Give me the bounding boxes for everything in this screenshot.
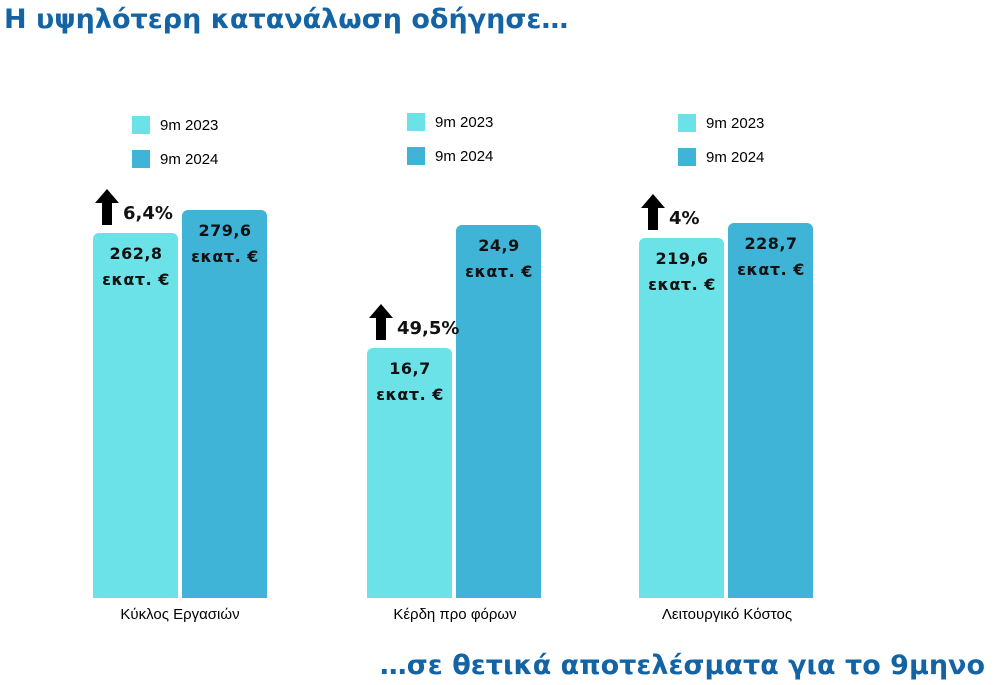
headline: Η υψηλότερη κατανάλωση οδήγησε…: [4, 4, 569, 35]
bar-9m-2024: [728, 222, 813, 598]
legend-swatch: [132, 116, 150, 134]
bar-value-label: 279,6 εκατ. €: [180, 218, 270, 270]
growth-indicator: 6,4%: [95, 189, 173, 226]
legend-item-9m-2024: 9m 2024: [678, 148, 764, 166]
legend-label: 9m 2023: [435, 113, 494, 131]
bar-unit: εκατ. €: [648, 274, 716, 294]
growth-indicator: 4%: [641, 193, 700, 230]
legend-item-9m-2023: 9m 2023: [407, 113, 493, 131]
up-arrow-icon: [641, 193, 665, 230]
legend-swatch: [132, 150, 150, 168]
bar-unit: εκατ. €: [376, 384, 444, 404]
legend-label: 9m 2024: [706, 148, 765, 166]
bar-value: 262,8: [109, 244, 163, 264]
up-arrow-shape: [95, 189, 119, 226]
bar-value-label: 219,6 εκατ. €: [637, 246, 727, 298]
growth-percent: 4%: [669, 207, 700, 229]
growth-percent: 6,4%: [123, 203, 173, 225]
legend-item-9m-2024: 9m 2024: [132, 150, 218, 168]
up-arrow-shape: [369, 303, 393, 340]
bar-value: 279,6: [198, 221, 252, 241]
bar-value-label: 262,8 εκατ. €: [91, 241, 181, 293]
bar-9m-2023: [639, 237, 724, 598]
growth-percent: 49,5%: [397, 317, 460, 339]
legend-swatch: [678, 114, 696, 132]
bar-9m-2023: [367, 347, 452, 598]
legend-item-9m-2024: 9m 2024: [407, 147, 493, 165]
up-arrow-icon: [95, 189, 119, 226]
bar-9m-2024: [182, 210, 267, 598]
bar-unit: εκατ. €: [191, 247, 259, 267]
bar-unit: εκατ. €: [465, 261, 533, 281]
legend-item-9m-2023: 9m 2023: [678, 114, 764, 132]
legend-swatch: [407, 147, 425, 165]
legend-label: 9m 2024: [160, 150, 219, 168]
bar-value: 16,7: [389, 358, 431, 378]
bar-unit: εκατ. €: [737, 259, 805, 279]
legend-label: 9m 2023: [706, 114, 765, 132]
bar-value: 228,7: [744, 233, 798, 253]
bar-value-label: 24,9 εκατ. €: [454, 233, 544, 285]
up-arrow-shape: [641, 193, 665, 230]
legend-swatch: [678, 148, 696, 166]
legend-swatch: [407, 113, 425, 131]
footer-tagline: …σε θετικά αποτελέσματα για το 9μηνο: [379, 650, 985, 681]
bar-value: 24,9: [478, 235, 520, 255]
bar-9m-2024: [456, 224, 541, 598]
category-label: Κέρδη προ φόρων: [393, 606, 517, 623]
bar-unit: εκατ. €: [102, 270, 170, 290]
legend-item-9m-2023: 9m 2023: [132, 116, 218, 134]
bar-value-label: 16,7 εκατ. €: [365, 356, 455, 408]
up-arrow-icon: [369, 303, 393, 340]
bar-value: 219,6: [655, 248, 709, 268]
category-label: Λειτουργικό Κόστος: [661, 606, 793, 623]
growth-indicator: 49,5%: [369, 303, 460, 340]
legend-label: 9m 2024: [435, 147, 494, 165]
bar-9m-2023: [93, 233, 178, 598]
bar-value-label: 228,7 εκατ. €: [726, 231, 816, 283]
legend-label: 9m 2023: [160, 116, 219, 134]
category-label: Κύκλος Εργασιών: [120, 606, 240, 623]
